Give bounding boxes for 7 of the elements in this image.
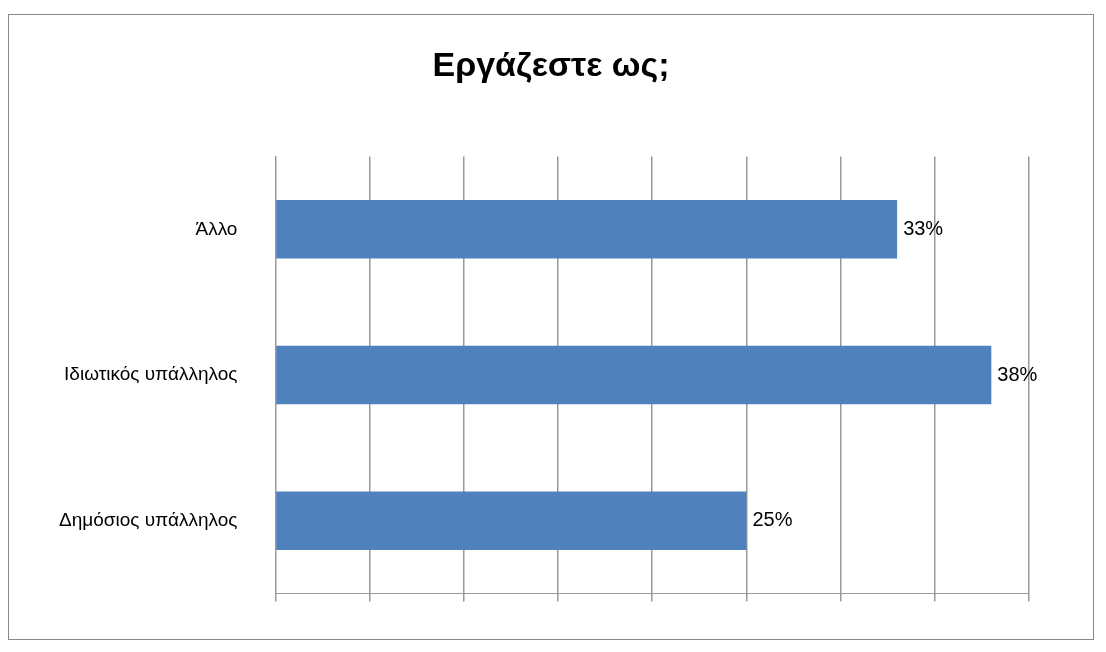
chart-title: Εργάζεστε ως; — [431, 45, 671, 84]
data-label: 38% — [997, 362, 1038, 385]
y-tick-label: Δημόσιος υπάλληλος — [58, 508, 238, 530]
y-tick-label: Ιδιωτικός υπάλληλος — [64, 363, 238, 385]
data-label: 33% — [903, 216, 944, 239]
y-tick-label: Άλλο — [195, 217, 238, 239]
data-label: 25% — [752, 508, 793, 531]
